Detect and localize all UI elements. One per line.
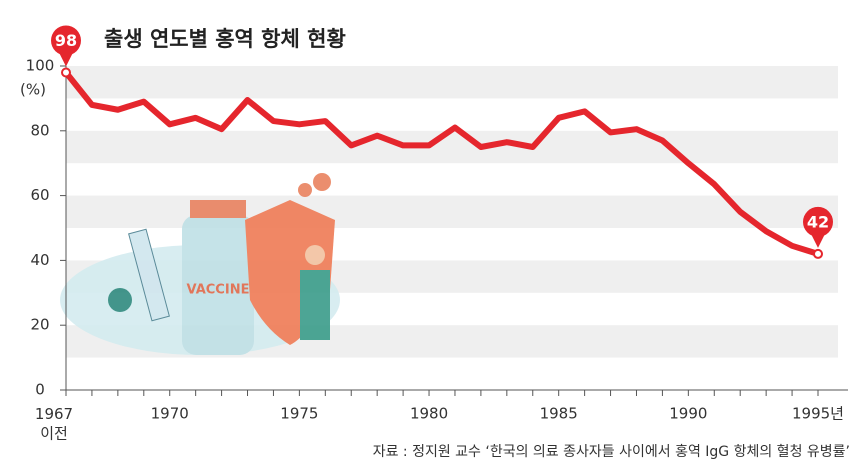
y-tick-label: 60	[30, 186, 49, 204]
y-axis-label: (%)	[20, 81, 46, 99]
x-tick-label: 1995년	[792, 405, 844, 423]
point-pin	[803, 206, 833, 237]
point	[813, 248, 823, 259]
y-tick-label: 80	[30, 121, 49, 139]
x-tick-label: 1980	[410, 405, 448, 423]
grid-band	[66, 66, 838, 99]
illustration: VACCINE	[60, 173, 340, 355]
x-tick-label: 1990	[669, 405, 707, 423]
point-pin	[51, 25, 81, 56]
point-label: 98	[55, 31, 77, 50]
x-tick-label: 1970	[151, 405, 189, 423]
y-tick-label: 40	[30, 251, 49, 269]
point	[61, 67, 71, 78]
x-tick-label: 1975	[280, 405, 318, 423]
source: 자료 : 정지원 교수 ‘한국의 의료 종사자들 사이에서 홍역 IgG 항체의…	[373, 444, 850, 460]
svg-text:VACCINE: VACCINE	[187, 283, 250, 298]
data-line	[63, 69, 821, 257]
point-label: 42	[807, 212, 829, 231]
grid-band	[66, 195, 838, 228]
point-pin	[59, 52, 73, 67]
y-tick-label: 0	[35, 381, 45, 399]
x-tick-label: 1967 이전	[35, 405, 73, 443]
x-tick-label: 1985	[540, 405, 578, 423]
grid-band	[66, 130, 838, 164]
chart-title: 출생 연도별 홍역 항체 현황	[104, 27, 346, 51]
point-pin	[811, 233, 825, 248]
y-tick-label: 100	[26, 57, 55, 75]
y-tick-label: 20	[30, 316, 49, 334]
